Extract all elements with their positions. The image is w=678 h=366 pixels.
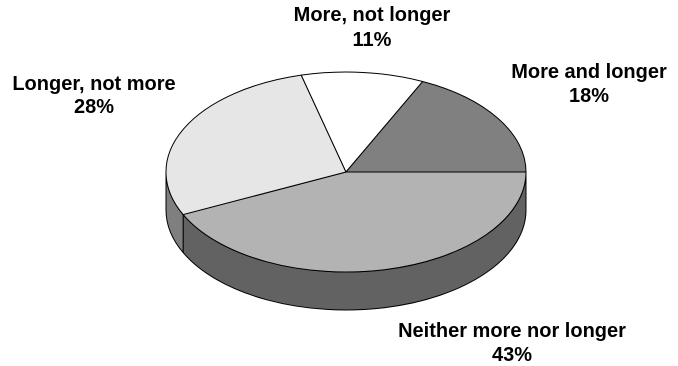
- slice-label-text: More and longer: [511, 61, 667, 83]
- slice-label-longer-not-more: Longer, not more 28%: [12, 73, 175, 118]
- slice-more-and-longer: [345, 81, 527, 173]
- slice-longer-not-more: [165, 74, 347, 216]
- slice-label-more-and-longer: More and longer 18%: [511, 61, 667, 107]
- slice-percent-text: 18%: [569, 85, 609, 107]
- slice-label-more-not-longer: More, not longer 11%: [294, 4, 451, 51]
- pie-slices: [165, 71, 527, 273]
- slice-more-not-longer: [300, 71, 424, 173]
- slice-label-text: More, not longer: [294, 4, 451, 26]
- slice-percent-text: 11%: [353, 29, 392, 51]
- slice-percent-text: 28%: [74, 96, 114, 118]
- pie-labels: Neither more nor longer 43% Longer, not …: [12, 4, 667, 366]
- slice-label-neither-more-nor-longer: Neither more nor longer 43%: [398, 320, 626, 366]
- slice-percent-text: 43%: [492, 344, 532, 366]
- slice-label-text: Longer, not more: [12, 73, 175, 95]
- slice-label-text: Neither more nor longer: [398, 320, 626, 342]
- slice-neither-more-nor-longer: [182, 171, 527, 273]
